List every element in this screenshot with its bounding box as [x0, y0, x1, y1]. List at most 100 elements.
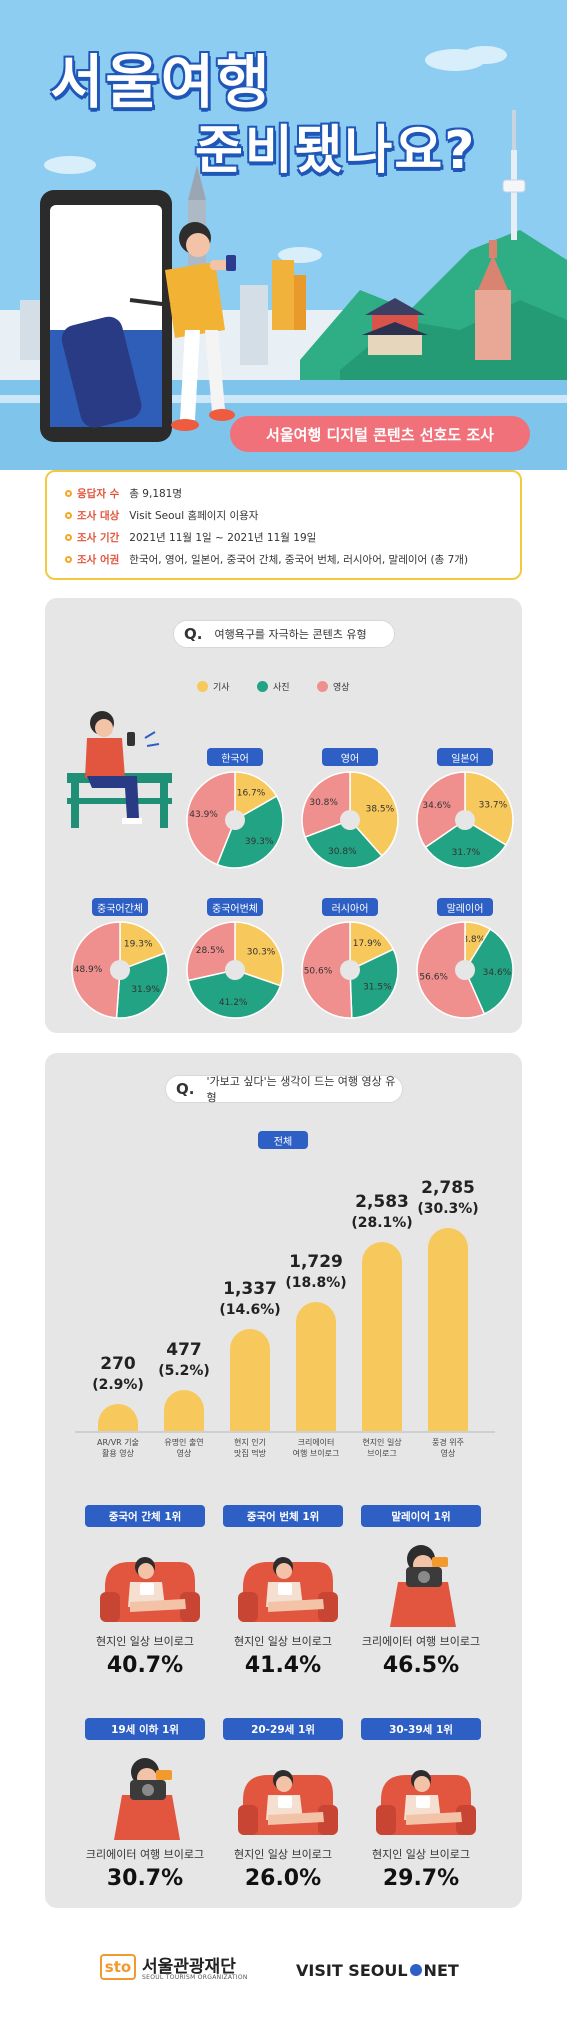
pie-slice-label: 8.8%: [462, 935, 485, 945]
bar-percent: (30.3%): [417, 1201, 479, 1217]
camera-person-icon: [390, 1545, 456, 1627]
bar-category-label: AR/VR 기술 활용 영상: [96, 1438, 140, 1458]
bar-category-label: 크리에이터 여행 브이로그: [292, 1438, 340, 1458]
ranking-tag: 말레이어 1위: [361, 1505, 481, 1527]
legend-label: 기사: [213, 683, 230, 693]
info-label: 조사 기간: [77, 531, 120, 544]
legend-swatch: [257, 681, 268, 692]
bar-category-label: 현지 인기 맛집 먹방: [234, 1438, 266, 1458]
bar-count: 270: [100, 1354, 136, 1375]
legend-swatch: [317, 681, 328, 692]
info-row-respondents: 응답자 수 총 9,181명: [65, 482, 502, 504]
org-logo: sto 서울관광재단 SEOUL TOURISM ORGANIZATION: [100, 1950, 280, 1990]
bar: [98, 1404, 138, 1431]
bar-value-label: 2,583 (28.1%): [347, 1192, 417, 1234]
ranking-description: 크리에이터 여행 브이로그: [85, 1848, 205, 1861]
info-row-target: 조사 대상 Visit Seoul 홈페이지 이용자: [65, 504, 502, 526]
pie-slice-label: 17.9%: [353, 939, 382, 949]
pie-slice-사진: [216, 795, 284, 869]
bar-percent: (2.9%): [92, 1377, 144, 1394]
bar-count: 477: [166, 1339, 202, 1360]
bar: [362, 1242, 402, 1431]
info-value: 2021년 11월 1일 ~ 2021년 11월 19일: [129, 531, 317, 544]
language-tag: 러시아어: [322, 898, 378, 916]
dot-icon: [409, 1964, 422, 1976]
bar-count: 1,337: [223, 1279, 277, 1300]
pie-chart-1: 한국어 16.7% 39.3% 43.9%: [185, 748, 285, 869]
survey-info-box: 응답자 수 총 9,181명 조사 대상 Visit Seoul 홈페이지 이용…: [45, 470, 522, 580]
pie-svg: 33.7% 31.7% 34.6%: [416, 771, 514, 869]
info-label: 응답자 수: [77, 487, 120, 500]
bullet-icon: [65, 511, 72, 519]
ranking-description: 현지인 일상 브이로그: [233, 1635, 333, 1648]
pie-slice-label: 19.3%: [124, 940, 153, 950]
bar-value-label: 1,337 (14.6%): [215, 1279, 285, 1321]
pie-slice-영상: [71, 921, 121, 1019]
pie-center: [340, 810, 360, 830]
language-tag: 중국어번체: [207, 898, 263, 916]
org-mark: sto: [100, 1954, 136, 1980]
ranking-description: 현지인 일상 브이로그: [233, 1848, 333, 1861]
page-title-line1: 서울여행: [50, 48, 272, 116]
pie-svg: 38.5% 30.8% 30.8%: [301, 771, 399, 869]
bar-percent: (14.6%): [219, 1302, 281, 1319]
pie-slice-사진: [187, 969, 282, 1019]
content-type-panel: Q. 여행욕구를 자극하는 콘텐츠 유형 기사 사진 영상 한국어 16.7% 39…: [45, 598, 522, 1033]
pie-slice-사진: [304, 819, 383, 869]
pie-center: [110, 960, 130, 980]
pie-slice-label: 48.9%: [74, 965, 103, 975]
ranking-tag: 30-39세 1위: [361, 1718, 481, 1740]
ranking-percent: 26.0%: [244, 1866, 322, 1891]
pie-slice-label: 28.5%: [196, 946, 225, 956]
ranking-tag: 중국어 번체 1위: [223, 1505, 343, 1527]
ranking-percent: 40.7%: [106, 1653, 184, 1678]
language-tag: 일본어: [437, 748, 493, 766]
ranking-percent: 29.7%: [382, 1866, 460, 1891]
pie-chart-3: 일본어 33.7% 31.7% 34.6%: [415, 748, 515, 869]
x-axis-line: [75, 1431, 495, 1433]
ranking-description: 현지인 일상 브이로그: [371, 1848, 471, 1861]
bar-percent: (28.1%): [351, 1215, 413, 1232]
bullet-icon: [65, 555, 72, 563]
ranking-tag: 20-29세 1위: [223, 1718, 343, 1740]
ranking-percent: 30.7%: [106, 1866, 184, 1891]
pie-slice-영상: [416, 771, 466, 849]
pie-slice-사진: [349, 948, 399, 1019]
info-label: 조사 어권: [77, 553, 120, 566]
camera-person-icon: [114, 1758, 180, 1840]
legend-swatch: [197, 681, 208, 692]
bar-percent: (5.2%): [158, 1362, 210, 1379]
bar-value-label: 2,785 (30.3%): [413, 1178, 483, 1220]
ranking-tag: 19세 이하 1위: [85, 1718, 205, 1740]
pie-slice-기사: [349, 771, 399, 857]
bar-value-label: 270 (2.9%): [83, 1354, 153, 1396]
language-tag: 영어: [322, 748, 378, 766]
pie-slice-label: 41.2%: [219, 998, 248, 1008]
brand-right: NET: [423, 1960, 459, 1980]
info-row-period: 조사 기간 2021년 11월 1일 ~ 2021년 11월 19일: [65, 526, 502, 548]
pie-slice-영상: [416, 921, 486, 1019]
pie-slice-label: 43.9%: [189, 810, 218, 820]
page-title-line2: 준비됐나요?: [195, 121, 477, 181]
question-pill: Q. 여행욕구를 자극하는 콘텐츠 유형: [173, 620, 395, 648]
ranking-description: 현지인 일상 브이로그: [95, 1635, 195, 1648]
survey-subtitle: 서울여행 디지털 콘텐츠 선호도 조사: [230, 416, 530, 452]
bar-value-label: 1,729 (18.8%): [281, 1252, 351, 1294]
language-tag: 한국어: [207, 748, 263, 766]
info-row-languages: 조사 어권 한국어, 영어, 일본어, 중국어 간체, 중국어 번체, 러시아어…: [65, 548, 502, 570]
pie-slice-label: 39.3%: [245, 837, 274, 847]
pie-center: [225, 960, 245, 980]
legend-label: 영상: [333, 683, 350, 693]
org-name-en: SEOUL TOURISM ORGANIZATION: [142, 1974, 248, 1981]
pie-slice-사진: [464, 928, 514, 1015]
pie-svg: 30.3% 41.2% 28.5%: [186, 921, 284, 1019]
bar-value-label: 477 (5.2%): [149, 1340, 219, 1382]
pie-slice-영상: [186, 921, 236, 982]
pie-chart-5: 중국어번체 30.3% 41.2% 28.5%: [185, 898, 285, 1019]
info-value: 총 9,181명: [129, 487, 183, 500]
pie-chart-2: 영어 38.5% 30.8% 30.8%: [300, 748, 400, 869]
bench-person-illustration: [67, 711, 172, 828]
bar: [164, 1389, 204, 1431]
legend-item-article: 기사: [197, 680, 230, 693]
pie-slice-영상: [186, 771, 236, 866]
